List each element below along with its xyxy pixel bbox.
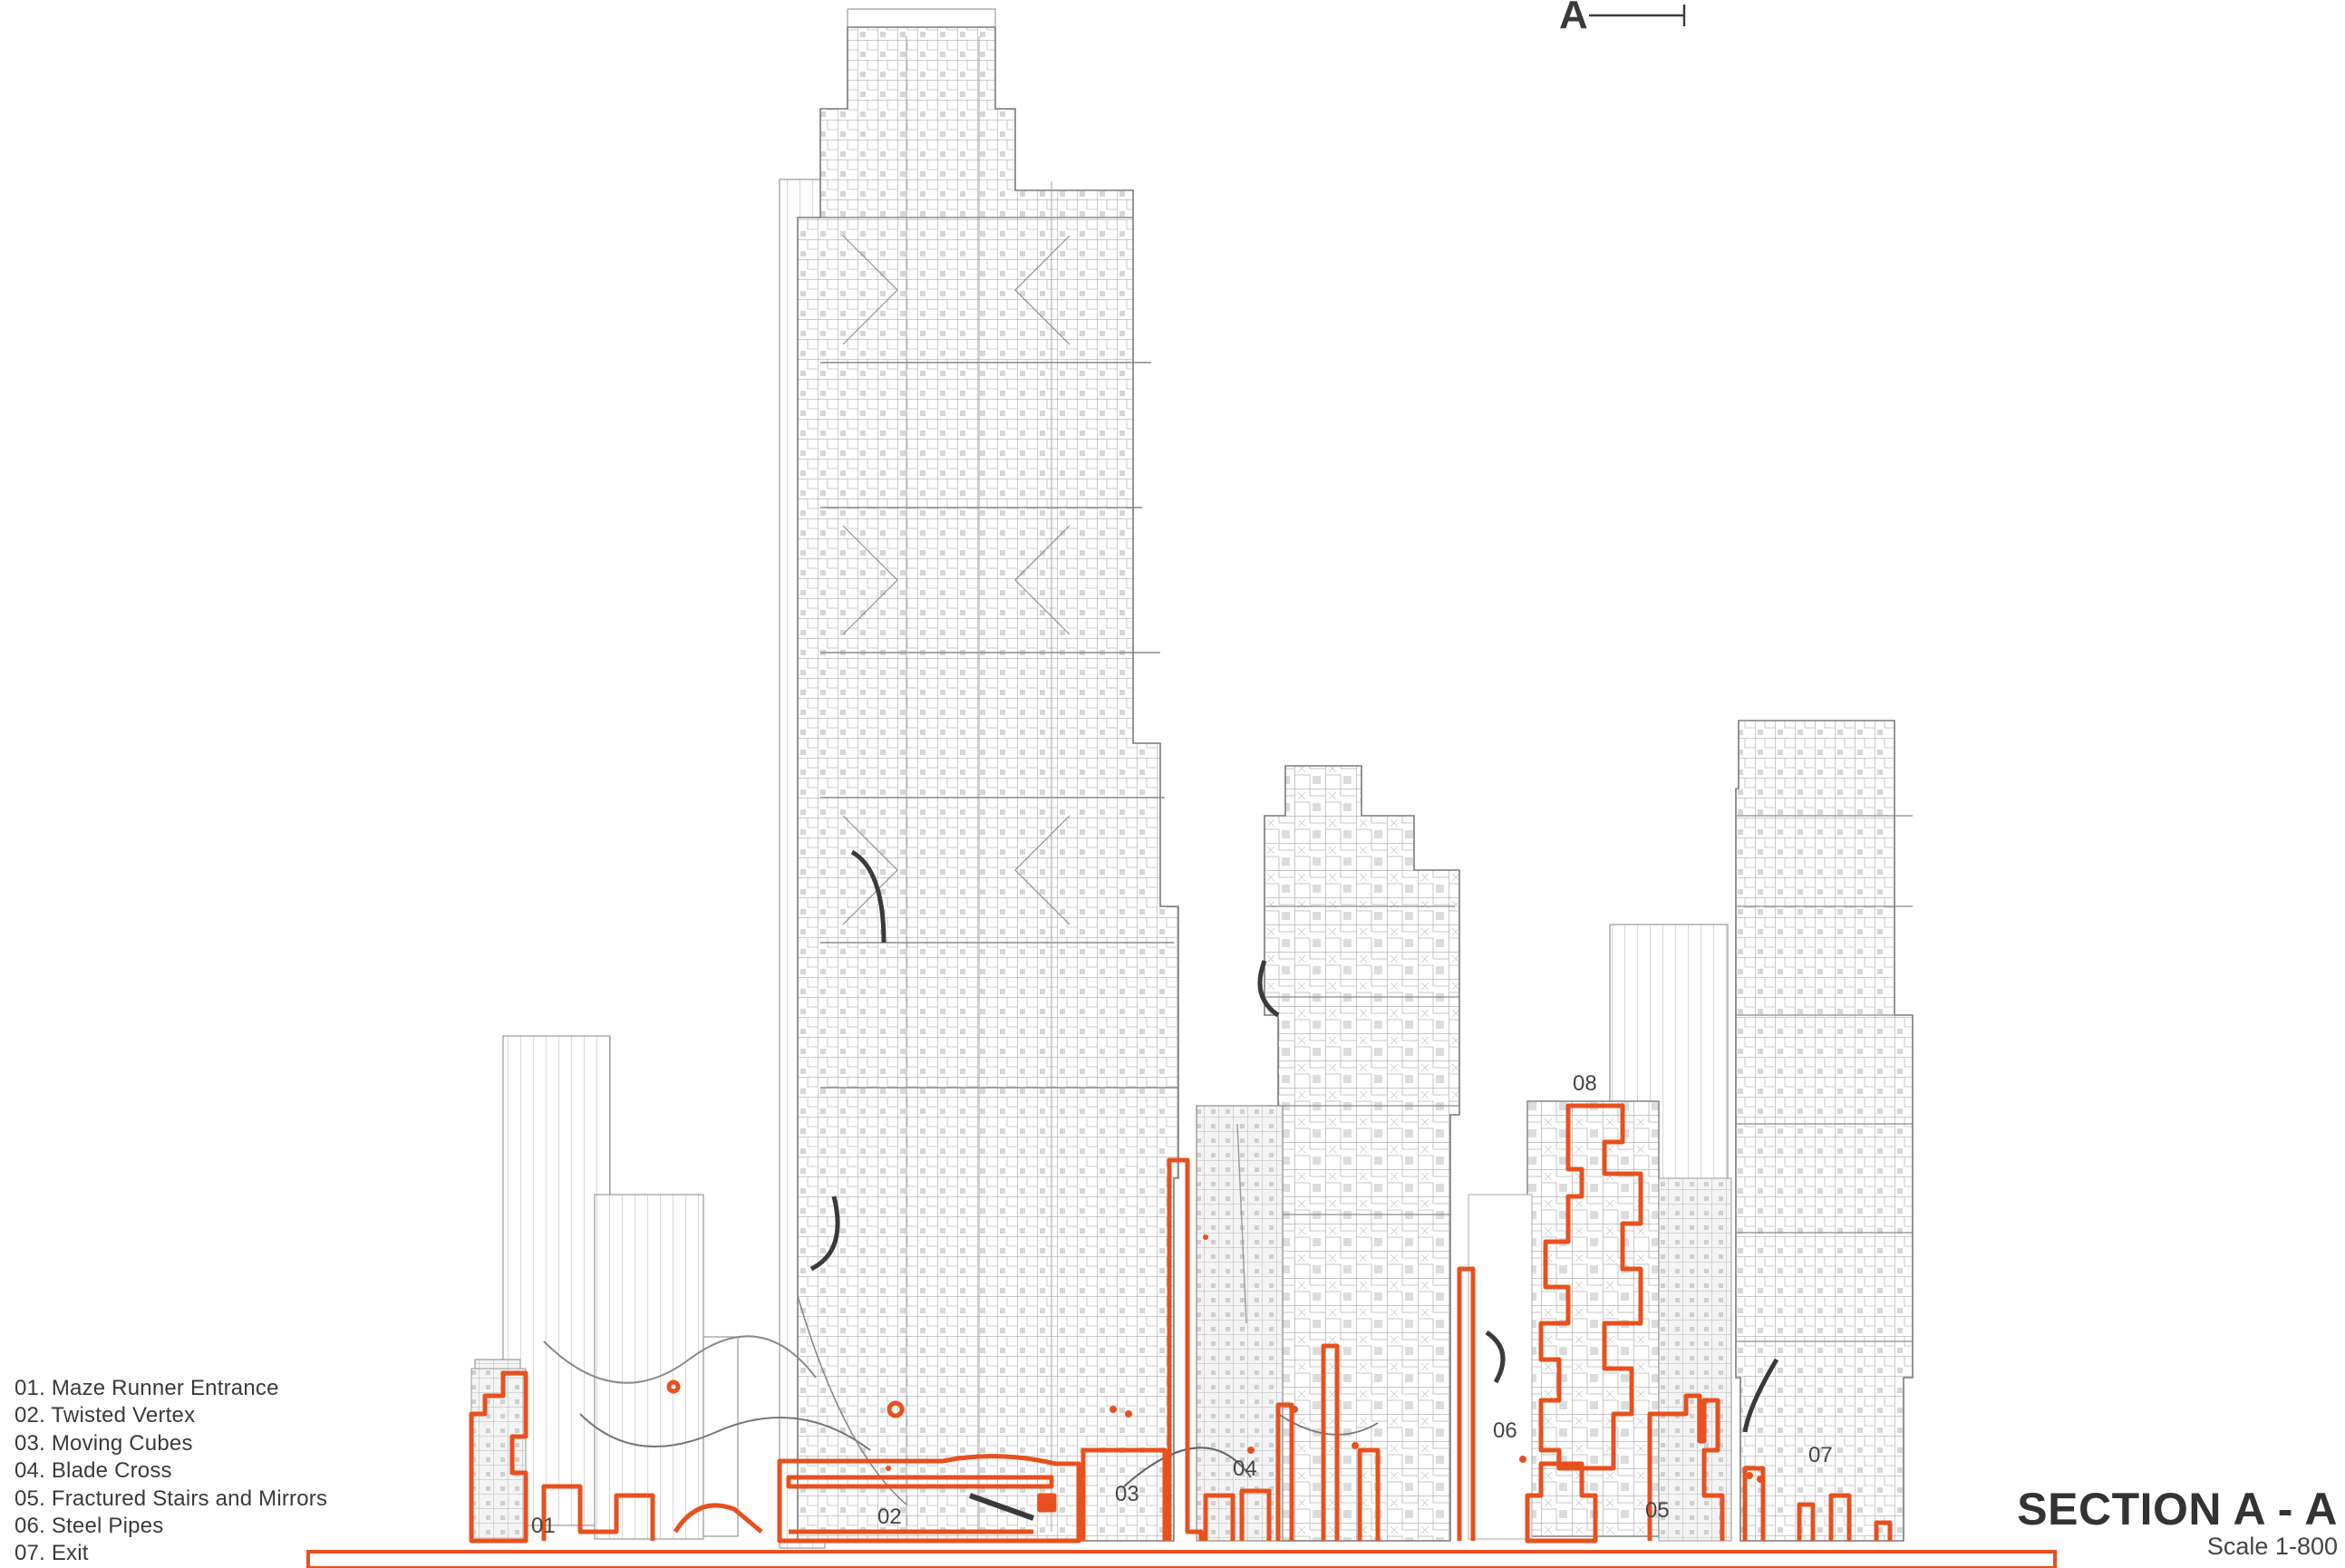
zone-08-outline — [1538, 1103, 1643, 1471]
main-tower — [797, 26, 1179, 1542]
area-number-02: 02 — [877, 1505, 902, 1529]
section-cut-marker — [1589, 5, 1686, 26]
legend: 01. Maze Runner Entrance 02. Twisted Ver… — [15, 1375, 327, 1568]
legend-item: 02. Twisted Vertex — [15, 1403, 196, 1428]
area-number-05: 05 — [1645, 1498, 1670, 1523]
legend-item: 03. Moving Cubes — [15, 1430, 193, 1456]
zone-02-outline — [673, 1454, 1081, 1544]
legend-item: 04. Blade Cross — [15, 1458, 172, 1484]
zone-02-band — [786, 1475, 1054, 1534]
area-number-07: 07 — [1808, 1443, 1833, 1467]
zone-06-outline — [1525, 1461, 1598, 1544]
cube-orange — [1037, 1493, 1057, 1513]
section-cut-letter: A — [1559, 0, 1588, 37]
zone-04-outline — [1203, 1266, 1476, 1541]
legend-item: 07. Exit — [15, 1541, 89, 1566]
zone-05-outline — [1647, 1393, 1725, 1541]
zone-03-outline — [1080, 1157, 1204, 1541]
right-tower — [1735, 720, 1914, 1542]
legend-item: 05. Fractured Stairs and Mirrors — [15, 1486, 328, 1511]
zone-07-outline — [1742, 1466, 1893, 1541]
ground-plinth — [306, 1550, 2057, 1568]
area-number-06: 06 — [1493, 1418, 1517, 1443]
legend-item: 01. Maze Runner Entrance — [15, 1376, 279, 1400]
background-volume-low2 — [594, 1194, 704, 1540]
background-volume-low3 — [703, 1336, 739, 1537]
zone-01-outline — [469, 1370, 655, 1544]
area-number-08: 08 — [1573, 1071, 1597, 1096]
section-title: SECTION A - A — [2017, 1484, 2338, 1534]
scale-label: Scale 1-800 — [2206, 1533, 2338, 1560]
middle-tower — [1264, 765, 1460, 1542]
legend-item: 06. Steel Pipes — [15, 1514, 164, 1539]
title-block: SECTION A - A Scale 1-800 — [2017, 1485, 2338, 1559]
area-number-04: 04 — [1233, 1457, 1257, 1481]
area-number-03: 03 — [1115, 1482, 1139, 1506]
area-number-01: 01 — [531, 1514, 556, 1538]
